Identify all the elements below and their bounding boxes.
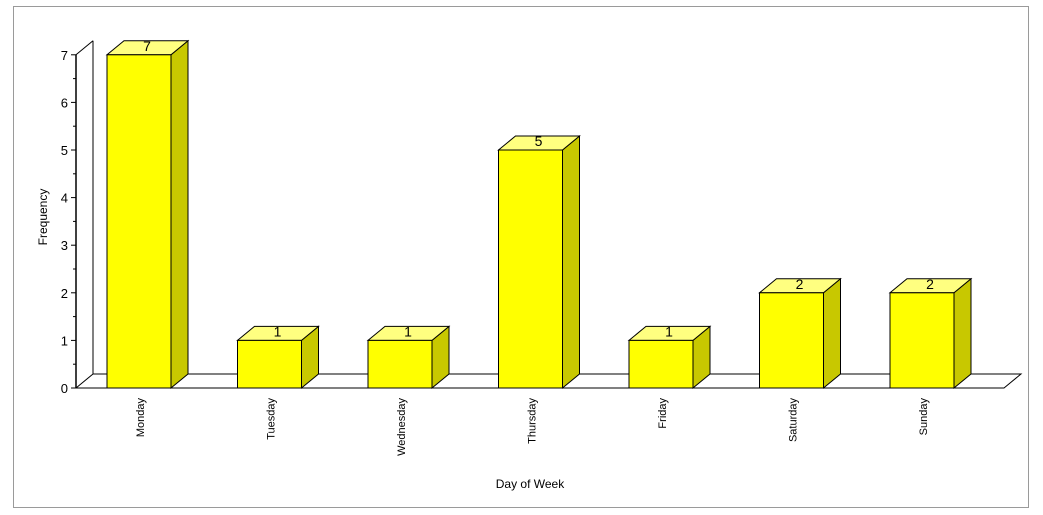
y-tick-label: 7 bbox=[61, 48, 68, 63]
x-tick-label: Friday bbox=[657, 398, 669, 429]
bar-front bbox=[106, 54, 172, 389]
y-tick-label: 5 bbox=[61, 143, 68, 158]
x-tick-label: Thursday bbox=[527, 398, 539, 444]
labels: 7 Monday 1 Tuesday 1 Wednesday 5 Thursday 1 Frida… bbox=[135, 38, 934, 456]
x-tick-label: Tuesday bbox=[266, 398, 278, 440]
bars bbox=[105, 39, 973, 390]
y-tick-label: 0 bbox=[61, 381, 68, 396]
y-tick-label: 6 bbox=[61, 95, 68, 110]
data-label: 7 bbox=[143, 38, 151, 54]
bar bbox=[888, 277, 973, 390]
x-tick-label: Sunday bbox=[918, 398, 930, 436]
bar-front bbox=[889, 292, 955, 389]
data-label: 1 bbox=[665, 323, 673, 339]
y-tick-label: 3 bbox=[61, 238, 68, 253]
bar-side bbox=[953, 277, 972, 390]
bar bbox=[758, 277, 842, 390]
bar-side bbox=[170, 39, 189, 390]
bar-side bbox=[562, 134, 580, 390]
y-tick-label: 1 bbox=[61, 333, 68, 348]
bar-front bbox=[498, 149, 563, 389]
y-axis-depth-edge bbox=[75, 40, 94, 56]
data-label: 2 bbox=[926, 276, 934, 292]
y-tick-label: 2 bbox=[61, 286, 68, 301]
bar bbox=[497, 134, 581, 390]
x-tick-label: Saturday bbox=[788, 398, 800, 443]
bar bbox=[105, 39, 190, 390]
data-label: 5 bbox=[535, 133, 543, 149]
x-tick-label: Monday bbox=[135, 398, 147, 438]
bar bbox=[236, 325, 320, 390]
y-tick-label: 4 bbox=[61, 191, 68, 206]
bar-front bbox=[367, 339, 433, 389]
bar-front bbox=[628, 339, 694, 389]
bar-side bbox=[823, 277, 841, 390]
x-axis-title: Day of Week bbox=[496, 477, 565, 491]
data-label: 2 bbox=[796, 276, 804, 292]
y-axis-title: Frequency bbox=[36, 189, 50, 246]
bar bbox=[627, 325, 712, 390]
bar-front bbox=[237, 339, 302, 389]
data-label: 1 bbox=[404, 323, 412, 339]
y-axis: 0 1 2 3 4 5 6 7 bbox=[61, 40, 94, 396]
bar-front bbox=[759, 292, 824, 389]
x-tick-label: Wednesday bbox=[396, 398, 408, 456]
bar bbox=[366, 325, 451, 390]
data-label: 1 bbox=[274, 323, 282, 339]
